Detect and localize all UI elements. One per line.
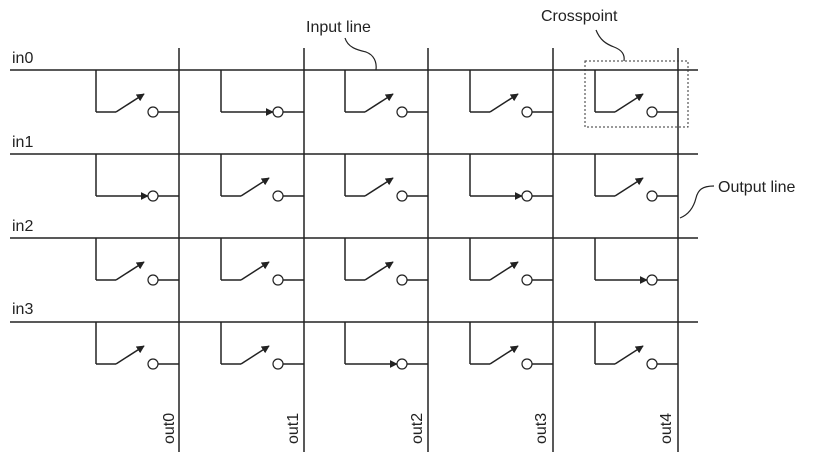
out0-label: out0 <box>161 413 178 444</box>
switch-contact-node <box>396 190 408 202</box>
open-switch-arm <box>614 177 644 197</box>
crosspoints <box>95 70 678 370</box>
input-line-leader <box>344 37 377 71</box>
switch-contact-node <box>147 190 159 202</box>
in3-label: in3 <box>12 301 33 318</box>
switch-contact-node <box>396 106 408 118</box>
crosspoint-in1-out3 <box>469 154 553 202</box>
in0-label: in0 <box>12 50 33 67</box>
crosspoint-in2-out3 <box>469 238 553 286</box>
open-switch-arm <box>614 93 644 113</box>
crosspoint-in0-out2 <box>344 70 428 118</box>
switch-contact-node <box>272 358 284 370</box>
out2-label: out2 <box>409 413 426 444</box>
switch-contact-node <box>272 274 284 286</box>
switch-contact-node <box>396 358 408 370</box>
crosspoint-in2-out0 <box>95 238 179 286</box>
crosspoint-in3-out3 <box>469 322 553 370</box>
crosspoint-label: Crosspoint <box>541 8 618 25</box>
switch-contact-node <box>396 274 408 286</box>
switch-contact-node <box>147 274 159 286</box>
output-lines <box>178 48 679 452</box>
crosspoint-in0-out0 <box>95 70 179 118</box>
open-switch-arm <box>115 261 145 281</box>
open-switch-arm <box>115 345 145 365</box>
switch-contact-node <box>521 190 533 202</box>
out1-label: out1 <box>285 413 302 444</box>
crosspoint-in1-out0 <box>95 154 179 202</box>
open-switch-arm <box>489 345 519 365</box>
in1-label: in1 <box>12 134 33 151</box>
crosspoint-in0-out4 <box>594 70 678 118</box>
open-switch-arm <box>489 261 519 281</box>
crosspoint-in2-out1 <box>220 238 304 286</box>
switch-contact-node <box>646 106 658 118</box>
in2-label: in2 <box>12 218 33 235</box>
crosspoint-in3-out1 <box>220 322 304 370</box>
output-line-label: Output line <box>718 179 795 196</box>
switch-contact-node <box>521 358 533 370</box>
crosspoint-in1-out1 <box>220 154 304 202</box>
input-line-label: Input line <box>306 19 371 36</box>
open-switch-arm <box>364 93 394 113</box>
open-switch-arm <box>614 345 644 365</box>
crosspoint-highlight-box <box>584 60 689 128</box>
open-switch-arm <box>240 177 270 197</box>
switch-contact-node <box>272 106 284 118</box>
crosspoint-in3-out2 <box>344 322 428 370</box>
switch-contact-node <box>147 358 159 370</box>
switch-contact-node <box>272 190 284 202</box>
out4-label: out4 <box>658 413 675 444</box>
open-switch-arm <box>364 261 394 281</box>
open-switch-arm <box>115 93 145 113</box>
input-lines <box>10 69 698 323</box>
open-switch-arm <box>240 261 270 281</box>
switch-contact-node <box>646 358 658 370</box>
crosspoint-leader <box>595 29 625 62</box>
crosspoint-in0-out1 <box>220 70 304 118</box>
crosspoint-in0-out3 <box>469 70 553 118</box>
switch-contact-node <box>521 274 533 286</box>
switch-contact-node <box>646 274 658 286</box>
crosspoint-in3-out0 <box>95 322 179 370</box>
crosspoint-in3-out4 <box>594 322 678 370</box>
switch-contact-node <box>147 106 159 118</box>
switch-contact-node <box>521 106 533 118</box>
output-line-leader <box>679 185 715 219</box>
open-switch-arm <box>364 177 394 197</box>
crosspoint-in2-out4 <box>594 238 678 286</box>
crosspoint-in1-out2 <box>344 154 428 202</box>
open-switch-arm <box>240 345 270 365</box>
switch-contact-node <box>646 190 658 202</box>
open-switch-arm <box>489 93 519 113</box>
crosspoint-in1-out4 <box>594 154 678 202</box>
crosspoint-in2-out2 <box>344 238 428 286</box>
out3-label: out3 <box>533 413 550 444</box>
